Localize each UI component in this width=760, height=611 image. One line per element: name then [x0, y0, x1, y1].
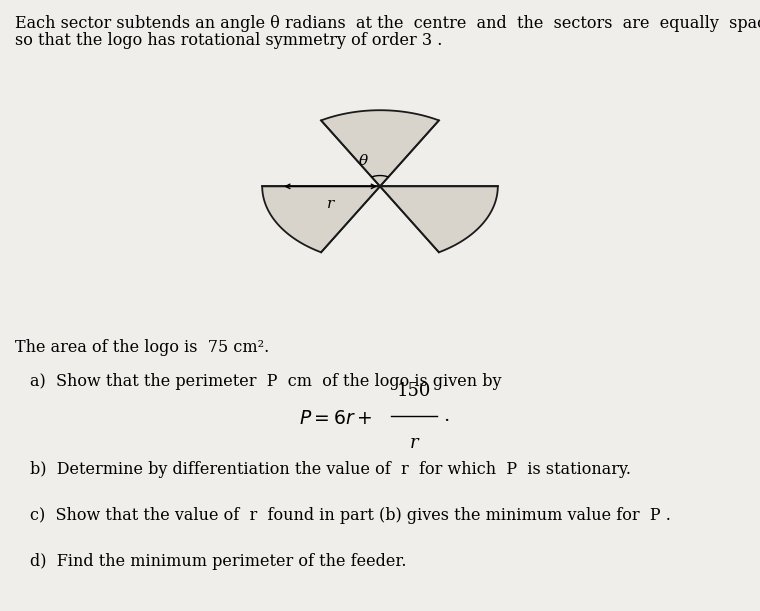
Text: .: .	[443, 407, 449, 425]
Text: so that the logo has rotational symmetry of order 3 .: so that the logo has rotational symmetry…	[15, 32, 442, 49]
Text: θ: θ	[359, 154, 368, 168]
Text: r: r	[327, 197, 334, 211]
Text: r: r	[410, 434, 419, 452]
Text: 150: 150	[397, 382, 432, 400]
Text: $P = 6r +$: $P = 6r +$	[299, 409, 372, 428]
Text: d)  Find the minimum perimeter of the feeder.: d) Find the minimum perimeter of the fee…	[30, 553, 407, 570]
Text: The area of the logo is  75 cm².: The area of the logo is 75 cm².	[15, 339, 270, 356]
Polygon shape	[321, 110, 439, 186]
Polygon shape	[262, 186, 380, 252]
Polygon shape	[380, 186, 498, 252]
Text: b)  Determine by differentiation the value of  r  for which  P  is stationary.: b) Determine by differentiation the valu…	[30, 461, 632, 478]
Text: a)  Show that the perimeter  P  cm  of the logo is given by: a) Show that the perimeter P cm of the l…	[30, 373, 502, 390]
Text: Each sector subtends an angle θ radians  at the  centre  and  the  sectors  are : Each sector subtends an angle θ radians …	[15, 15, 760, 32]
Text: c)  Show that the value of  r  found in part (b) gives the minimum value for  P : c) Show that the value of r found in par…	[30, 507, 671, 524]
